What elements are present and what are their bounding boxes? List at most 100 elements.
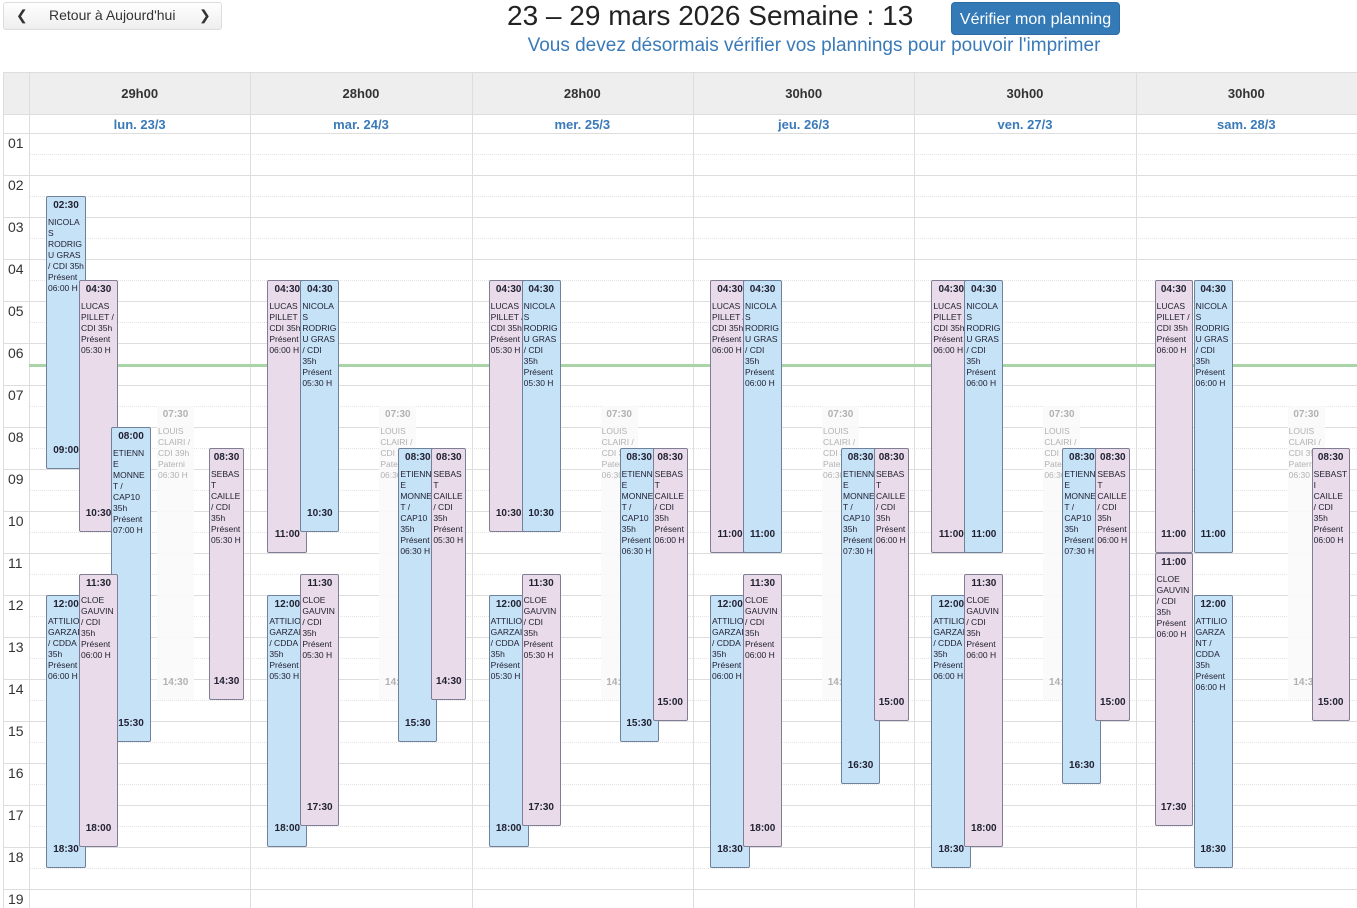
event-end: 11:00 [938,529,964,540]
event-name: CLOE GAUVIN / CDI 35h [81,595,114,638]
event-start: 12:00 [53,599,79,610]
shift-event[interactable]: 08:30 ETIENNE MONNET / CAP10 35h Présent 06… [619,448,659,742]
shift-event[interactable]: 08:30 ETIENNE MONNET / CAP10 35h Présent 07… [841,448,880,784]
shift-event[interactable]: 11:30 CLOE GAUVIN / CDI 35h Présent 06:00 H… [964,574,1004,847]
shift-event[interactable]: 11:30 CLOE GAUVIN / CDI 35h Présent 06:00 H… [79,574,118,847]
event-status: Présent [1097,524,1127,534]
event-status: Présent [490,660,520,670]
day-date[interactable]: lun. 23/3 [113,117,166,132]
event-start: 04:30 [307,284,333,295]
event-body: ATTILIO GARZAI / CDDA 35h Présent 06:00 H [932,616,970,682]
day-date[interactable]: mer. 25/3 [554,117,611,132]
event-end: 18:00 [274,823,301,834]
event-body: CLOE GAUVIN / CDI 35h Présent 06:00 H [1156,574,1192,640]
hour-label: 16 [8,765,24,781]
event-end: 10:30 [528,508,554,519]
event-start: 12:00 [495,599,522,610]
shift-event[interactable]: 08:30 SEBAST CAILLE / CDI 35h Présent 05:30… [431,448,467,700]
shift-event[interactable]: 04:30 NICOLAS RODRIGU GRAS / CDI 35h Prése… [964,280,1004,553]
event-status: Présent [400,535,430,545]
event-status: Présent [48,660,78,670]
event-status: Paterni [380,459,408,469]
event-end: 18:00 [85,823,112,834]
event-status: Présent [81,334,111,344]
today-button[interactable]: Retour à Aujourd'hui [49,7,176,23]
event-body: SEBAST CAILLE / CDI 35h Présent 05:30 H [210,469,243,546]
event-body: CLOE GAUVIN / CDI 35h Présent 05:30 H [523,595,560,661]
hour-line [3,259,1357,260]
nav-group[interactable]: ❮ Retour à Aujourd'hui ❯ [3,2,222,30]
event-body: ETIENNE MONNET / CAP10 35h Présent 07:00 H [112,448,150,536]
subtitle: Vous devez désormais vérifier vos planni… [527,35,1101,56]
hour-line [3,217,1357,218]
event-name: ATTILIO GARZAI / CDDA 35h [269,616,301,659]
shift-event[interactable]: 11:30 CLOE GAUVIN / CDI 35h Présent 05:30 H… [521,574,561,826]
event-body: ATTILIO GARZAI / CDDA 35h Présent 06:00 H [711,616,749,682]
day-total: 28h00 [563,86,601,101]
shift-event[interactable]: 04:30 NICOLAS RODRIGU GRAS / CDI 35h Prése… [743,280,782,553]
event-start: 11:30 [528,578,554,589]
shift-event[interactable]: 11:00 CLOE GAUVIN / CDI 35h Présent 06:00 H… [1154,553,1193,826]
hour-label: 15 [8,723,24,739]
event-start: 08:00 [118,431,144,442]
event-body: LUCAS PILLET / CDI 35h Présent 05:30 H [490,301,528,356]
day-line [250,72,252,908]
shift-event[interactable]: 07:30 LOUIS CLAIRI / CDI 39h Paterni 06:30 … [157,406,194,700]
shift-event[interactable]: 08:30 SEBAST CAILLE / CDI 35h Présent 05:30… [209,448,244,700]
event-name: NICOLAS RODRIGU GRAS / CDI 35h [1195,301,1230,366]
shift-event[interactable]: 08:30 SEBAST CAILLE / CDI 35h Présent 06:00… [874,448,909,721]
hour-label: 01 [8,135,24,151]
event-end: 15:30 [626,718,652,729]
hour-label: 12 [8,597,24,613]
event-body: CLOE GAUVIN / CDI 35h Présent 05:30 H [301,595,338,661]
event-hours: 07:30 H [1064,546,1095,556]
event-hours: 05:30 H [269,671,300,681]
event-name: ETIENNE MONNET / CAP10 35h [621,469,654,534]
hour-line [3,889,1357,890]
day-date[interactable]: ven. 27/3 [997,117,1053,132]
event-body: ETIENNE MONNET / CAP10 35h Présent 06:30 H [621,469,658,557]
event-hours: 06:30 H [400,546,431,556]
shift-event[interactable]: 08:30 ETIENNE MONNET / CAP10 35h Présent 06… [398,448,438,742]
event-status: Présent [113,514,143,524]
event-hours: 06:00 H [48,671,78,681]
event-end: 18:00 [971,823,997,834]
event-body: LOUIS CLAIRI / CDI 39h Paterni 06:30 H [822,426,859,481]
event-hours: 05:30 H [302,378,333,388]
event-name: LOUIS CLAIRI / CDI 39h [158,426,191,458]
hour-label: 09 [8,471,24,487]
shift-event[interactable]: 11:30 CLOE GAUVIN / CDI 35h Présent 06:00 H… [743,574,782,847]
shift-event[interactable]: 04:30 NICOLAS RODRIGU GRAS / CDI 35h Prése… [300,280,340,532]
event-hours: 06:30 H [621,546,652,556]
event-name: LOUIS CLAIRI / CDI 39h [823,426,856,458]
event-body: LOUIS CLAIRI / CDI 39h Paterni 06:30 H [379,426,416,481]
event-start: 07:30 [606,409,632,420]
event-name: LUCAS PILLET / CDI 35h [490,301,524,333]
shift-event[interactable]: 04:30 LUCAS PILLET / CDI 35h Présent 06:00 … [1154,280,1193,553]
verify-button[interactable]: Vérifier mon planning [951,2,1120,35]
event-end: 10:30 [307,508,333,519]
event-status: Présent [745,367,775,377]
shift-event[interactable]: 04:30 NICOLAS RODRIGU GRAS / CDI 35h Prése… [521,280,561,532]
hour-line [3,301,1357,302]
event-hours: 07:30 H [843,546,873,556]
event-status: Présent [621,535,651,545]
event-hours: 05:30 H [81,345,111,355]
shift-event[interactable]: 12:00 ATTILIO GARZANT / CDDA 35h Présent 06… [1193,595,1233,868]
day-date[interactable]: sam. 28/3 [1217,117,1276,132]
hour-label: 02 [8,177,24,193]
event-start: 08:30 [436,452,462,463]
hour-line [3,175,1357,176]
prev-icon[interactable]: ❮ [16,7,28,23]
day-date[interactable]: jeu. 26/3 [778,117,830,132]
next-icon[interactable]: ❯ [199,7,211,23]
shift-event[interactable]: 08:30 SEBAST CAILLE / CDI 35h Présent 06:00… [1095,448,1131,721]
day-date[interactable]: mar. 24/3 [333,117,389,132]
event-hours: 06:00 H [712,671,742,681]
shift-event[interactable]: 08:30 SEBAST CAILLE / CDI 35h Présent 06:00… [652,448,688,721]
event-start: 04:30 [528,284,554,295]
shift-event[interactable]: 04:30 NICOLAS RODRIGU GRAS / CDI 35h Prése… [1193,280,1233,553]
hour-label: 06 [8,345,24,361]
shift-event[interactable]: 11:30 CLOE GAUVIN / CDI 35h Présent 05:30 H… [300,574,340,826]
shift-event[interactable]: 08:30 SEBASTI CAILLE / CDI 35h Présent 06:0… [1311,448,1350,721]
